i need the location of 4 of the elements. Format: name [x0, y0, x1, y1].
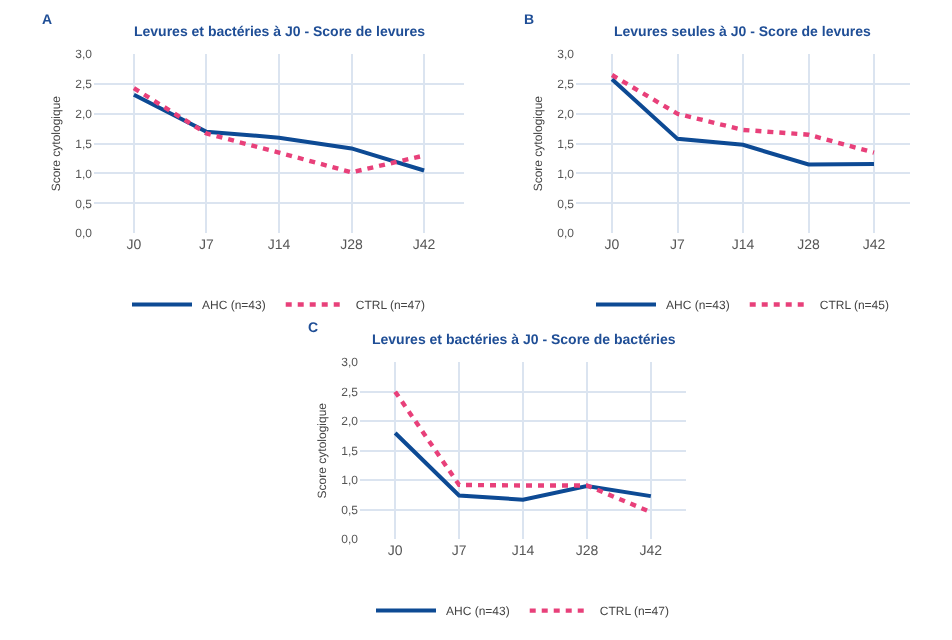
line-series — [609, 72, 877, 155]
line-series — [392, 389, 654, 515]
line-series — [393, 430, 653, 502]
line-series — [610, 77, 876, 167]
